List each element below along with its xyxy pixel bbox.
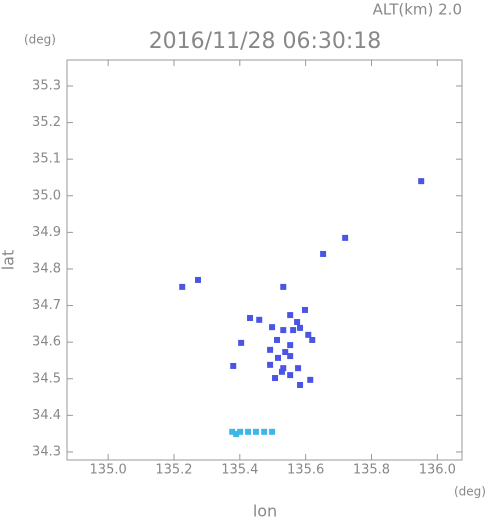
echo-cell bbox=[274, 354, 281, 361]
echo-cell bbox=[280, 283, 287, 290]
echo-cell bbox=[252, 428, 259, 435]
echo-cell bbox=[287, 342, 294, 349]
echo-cell bbox=[247, 315, 254, 322]
echo-cell bbox=[233, 431, 240, 438]
y-tick-label: 34.6 bbox=[32, 335, 61, 350]
echo-cell bbox=[272, 375, 279, 382]
echo-cell bbox=[237, 428, 244, 435]
y-tick-label: 34.7 bbox=[32, 298, 61, 313]
echo-cell bbox=[287, 312, 294, 319]
echo-cell bbox=[269, 324, 276, 331]
echo-cell bbox=[342, 234, 349, 241]
echo-cell bbox=[297, 381, 304, 388]
x-tick-label: 135.8 bbox=[353, 463, 390, 478]
echo-cell bbox=[245, 428, 252, 435]
x-tick-label: 135.2 bbox=[155, 463, 192, 478]
echo-cell bbox=[269, 428, 276, 435]
y-unit: (deg) bbox=[24, 33, 56, 47]
y-tick-label: 34.8 bbox=[32, 261, 61, 276]
y-tick-label: 35.1 bbox=[32, 152, 61, 167]
y-tick-label: 35.3 bbox=[32, 78, 61, 93]
echo-cell bbox=[280, 365, 287, 372]
echo-cell bbox=[320, 250, 327, 257]
echo-cell bbox=[287, 353, 294, 360]
y-tick-label: 34.4 bbox=[32, 408, 61, 423]
x-tick-label: 135.0 bbox=[90, 463, 127, 478]
echo-cell bbox=[278, 368, 285, 375]
echo-cell bbox=[229, 428, 236, 435]
altitude-label: ALT(km) 2.0 bbox=[373, 1, 462, 19]
y-tick-label: 34.5 bbox=[32, 371, 61, 386]
x-tick-label: 136.0 bbox=[419, 463, 456, 478]
x-axis-label: lon bbox=[253, 502, 277, 521]
echo-cell bbox=[305, 331, 312, 338]
echo-cell bbox=[294, 319, 301, 326]
echo-cell bbox=[230, 362, 237, 369]
x-tick-label: 135.4 bbox=[221, 463, 258, 478]
echo-cell bbox=[301, 306, 308, 313]
echo-cell bbox=[274, 336, 281, 343]
chart-title: 2016/11/28 06:30:18 bbox=[149, 29, 382, 54]
plot-frame bbox=[66, 59, 463, 461]
y-axis-label: lat bbox=[0, 250, 18, 271]
echo-cell bbox=[418, 178, 425, 185]
echo-cell bbox=[256, 316, 263, 323]
echo-cell bbox=[290, 327, 297, 334]
y-tick-label: 34.9 bbox=[32, 225, 61, 240]
y-tick-label: 35.0 bbox=[32, 188, 61, 203]
echo-cell bbox=[309, 336, 316, 343]
echo-cell bbox=[267, 346, 274, 353]
echo-cell bbox=[238, 339, 245, 346]
x-tick-label: 135.6 bbox=[287, 463, 324, 478]
echo-cell bbox=[297, 324, 304, 331]
echo-cell bbox=[295, 365, 302, 372]
y-tick-label: 35.2 bbox=[32, 115, 61, 130]
echo-cell bbox=[267, 361, 274, 368]
echo-cell bbox=[179, 283, 186, 290]
echo-cell bbox=[307, 376, 314, 383]
echo-cell bbox=[282, 349, 289, 356]
y-tick-label: 34.3 bbox=[32, 444, 61, 459]
echo-cell bbox=[261, 428, 268, 435]
echo-cell bbox=[287, 372, 294, 379]
echo-cell bbox=[280, 327, 287, 334]
echo-cell bbox=[195, 276, 202, 283]
x-unit: (deg) bbox=[454, 485, 486, 499]
